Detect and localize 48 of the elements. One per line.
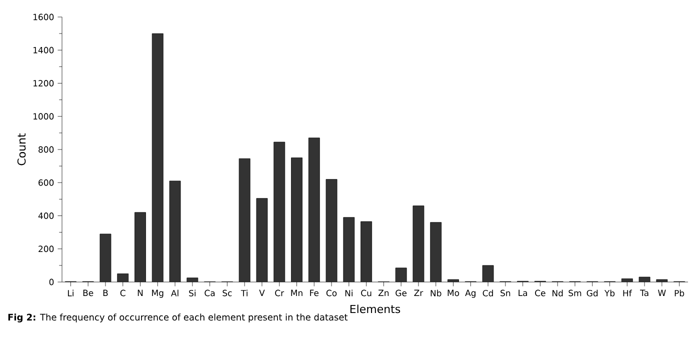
x-tick-label: Cu (361, 290, 372, 296)
x-tick-label: Li (68, 290, 74, 296)
x-tick-label: Ni (345, 290, 352, 296)
x-axis-title: Elements (350, 304, 400, 314)
text: Fig 2: The frequency of occurrence of each element present in the dataset (8, 314, 348, 322)
y-tick-label: 1400 (34, 46, 54, 54)
x-tick-label: Ta (640, 290, 648, 296)
x-tick-label: Ti (240, 290, 248, 296)
x-tick-label: Co (326, 290, 337, 296)
y-tick-label: 600 (38, 179, 54, 186)
x-tick-label: Gd (586, 290, 598, 296)
x-tick-label: Mn (291, 290, 302, 296)
x-tick-label: Nb (430, 290, 442, 296)
x-tick-label: W (658, 290, 666, 296)
x-tick-label: Sm (568, 290, 582, 296)
x-tick-label: Pb (674, 290, 684, 296)
x-tick-label: Fe (310, 290, 319, 296)
x-tick-label: Si (189, 290, 196, 296)
y-tick-label: 400 (38, 212, 54, 219)
x-tick-label: Sn (500, 290, 510, 296)
x-tick-label: N (138, 290, 143, 296)
x-tick-label: Mo (448, 290, 460, 296)
y-tick-label: 1000 (34, 113, 54, 120)
y-axis-title: Count (17, 133, 26, 166)
x-tick-label: Nd (552, 290, 563, 296)
y-tick-label: 200 (38, 246, 54, 252)
x-tick-label: Sc (222, 290, 232, 296)
x-tick-label: Ge (396, 290, 407, 296)
x-tick-label: B (103, 290, 108, 296)
x-tick-label: Mg (152, 290, 164, 298)
x-tick-label: Yb (604, 290, 615, 296)
y-tick-label: 1200 (34, 80, 54, 86)
x-tick-label: Ca (204, 290, 215, 296)
x-tick-label: La (518, 290, 528, 296)
x-tick-label: Zr (414, 290, 424, 296)
x-tick-label: V (259, 290, 265, 296)
x-tick-label: Zn (378, 290, 389, 296)
x-tick-label: Hf (623, 290, 632, 296)
x-tick-label: Be (83, 290, 94, 296)
y-tick-label: 0 (49, 278, 54, 286)
x-tick-label: Ag (465, 290, 476, 298)
x-tick-label: Al (171, 290, 178, 296)
x-tick-label: Cr (275, 290, 284, 296)
x-tick-label: Cd (482, 290, 493, 296)
x-tick-label: Ce (535, 290, 546, 296)
y-tick-label: 800 (38, 146, 54, 153)
y-tick-label: 1600 (34, 14, 54, 20)
x-tick-label: C (120, 290, 126, 296)
